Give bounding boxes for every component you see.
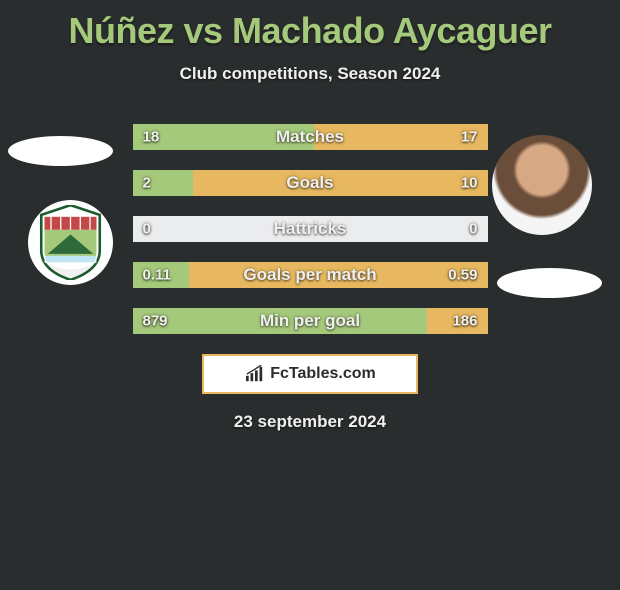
bar-value-right: 186 <box>452 313 477 330</box>
bar-fill-right <box>193 170 488 196</box>
bar-row: 18 Matches 17 <box>133 124 488 150</box>
bar-value-right: 17 <box>461 129 478 146</box>
branding-box: FcTables.com <box>202 354 418 394</box>
bar-fill-left <box>133 308 428 334</box>
bar-value-right: 10 <box>461 175 478 192</box>
bar-row: 2 Goals 10 <box>133 170 488 196</box>
bar-value-left: 0.11 <box>143 267 171 284</box>
bar-fill-right <box>189 262 487 288</box>
bar-value-right: 0 <box>469 221 477 238</box>
subtitle: Club competitions, Season 2024 <box>0 64 620 84</box>
bar-value-left: 0 <box>143 221 151 238</box>
bar-value-right: 0.59 <box>448 267 477 284</box>
bar-value-left: 879 <box>143 313 168 330</box>
player-right-avatar <box>492 135 592 235</box>
chart-icon <box>244 365 266 383</box>
bar-value-left: 2 <box>143 175 151 192</box>
bar-fill-left <box>133 124 314 150</box>
branding-text: FcTables.com <box>270 365 376 383</box>
player-left-club-badge <box>28 200 113 285</box>
page-title: Núñez vs Machado Aycaguer <box>0 10 620 52</box>
date-text: 23 september 2024 <box>0 412 620 432</box>
player-right-shadow-oval <box>497 268 602 298</box>
comparison-bars: 18 Matches 17 2 Goals 10 0 Hattricks 0 0… <box>133 124 488 334</box>
player-left-shadow-oval <box>8 136 113 166</box>
bar-label: Hattricks <box>133 219 488 239</box>
shield-icon <box>38 205 103 280</box>
bar-row: 0 Hattricks 0 <box>133 216 488 242</box>
bar-value-left: 18 <box>143 129 160 146</box>
bar-row: 879 Min per goal 186 <box>133 308 488 334</box>
bar-row: 0.11 Goals per match 0.59 <box>133 262 488 288</box>
